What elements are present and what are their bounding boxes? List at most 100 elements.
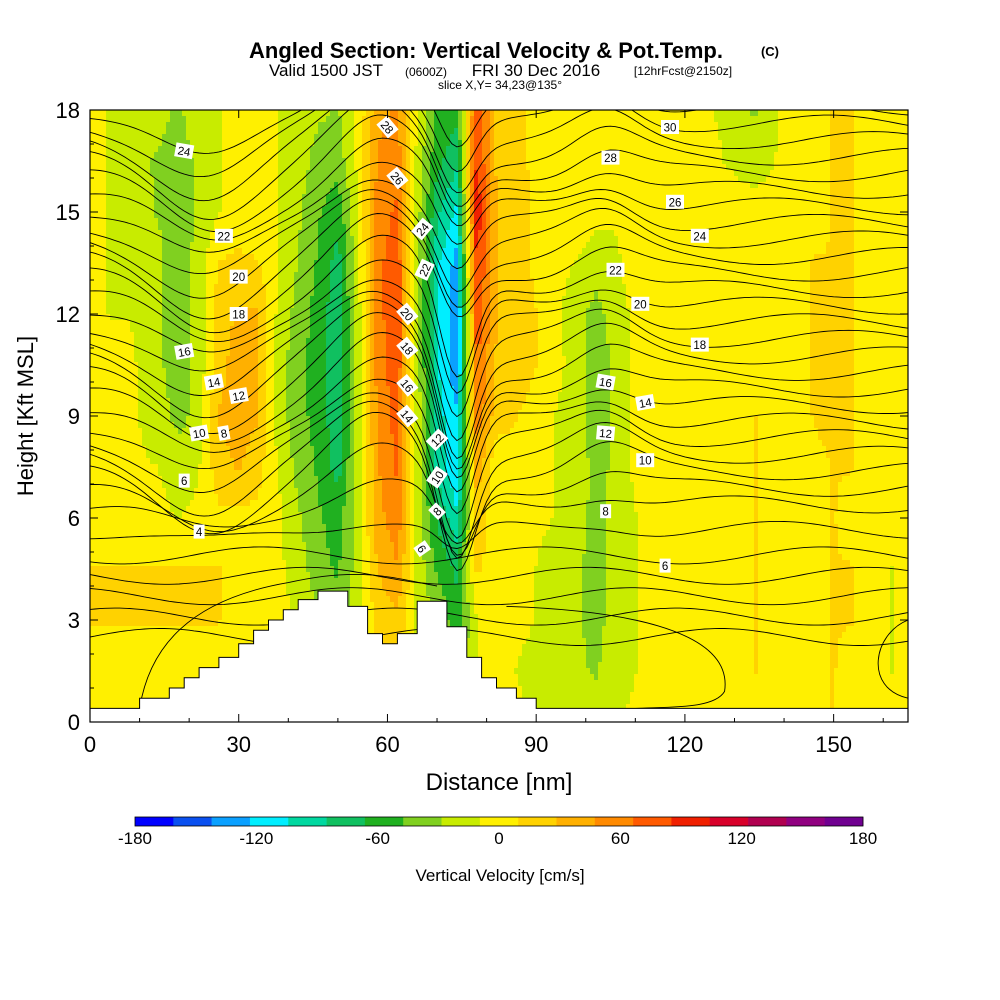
heatmap-cell	[162, 446, 167, 453]
heatmap-cell	[186, 206, 191, 213]
heatmap-cell	[270, 188, 275, 195]
heatmap-cell	[270, 290, 275, 297]
heatmap-cell	[162, 302, 167, 309]
heatmap-cell	[270, 578, 275, 585]
heatmap-cell	[142, 350, 147, 357]
heatmap-cell	[242, 638, 247, 645]
heatmap-cell	[90, 482, 95, 489]
heatmap-cell	[146, 134, 151, 141]
heatmap-cell	[278, 284, 283, 291]
heatmap-cell	[146, 326, 151, 333]
heatmap-cell	[218, 482, 223, 489]
heatmap-cell	[206, 596, 211, 603]
heatmap-cell	[134, 482, 139, 489]
heatmap-cell	[114, 368, 119, 375]
heatmap-cell	[174, 614, 179, 621]
heatmap-cell	[218, 404, 223, 411]
heatmap-cell	[158, 386, 163, 393]
heatmap-cell	[206, 278, 211, 285]
heatmap-cell	[210, 158, 215, 165]
heatmap-cell	[206, 242, 211, 249]
heatmap-cell	[266, 260, 271, 267]
heatmap-cell	[114, 458, 119, 465]
heatmap-cell	[198, 656, 203, 663]
heatmap-cell	[142, 548, 147, 555]
heatmap-cell	[246, 362, 251, 369]
heatmap-cell	[166, 686, 171, 693]
heatmap-cell	[118, 212, 123, 219]
heatmap-cell	[230, 200, 235, 207]
heatmap-cell	[98, 272, 103, 279]
heatmap-cell	[222, 560, 227, 567]
heatmap-cell	[122, 680, 127, 687]
heatmap-cell	[102, 182, 107, 189]
heatmap-cell	[122, 176, 127, 183]
heatmap-cell	[270, 422, 275, 429]
heatmap-cell	[170, 548, 175, 555]
heatmap-cell	[138, 230, 143, 237]
heatmap-cell	[238, 170, 243, 177]
heatmap-cell	[274, 260, 279, 267]
heatmap-cell	[154, 560, 159, 567]
heatmap-cell	[134, 212, 139, 219]
heatmap-cell	[130, 236, 135, 243]
heatmap-cell	[258, 464, 263, 471]
heatmap-cell	[158, 578, 163, 585]
heatmap-cell	[274, 398, 279, 405]
heatmap-cell	[250, 164, 255, 171]
heatmap-cell	[270, 176, 275, 183]
heatmap-cell	[94, 260, 99, 267]
heatmap-cell	[278, 242, 283, 249]
heatmap-cell	[238, 242, 243, 249]
heatmap-cell	[154, 572, 159, 579]
heatmap-cell	[158, 674, 163, 681]
heatmap-cell	[138, 212, 143, 219]
heatmap-cell	[118, 404, 123, 411]
heatmap-cell	[162, 284, 167, 291]
heatmap-cell	[222, 470, 227, 477]
heatmap-cell	[250, 326, 255, 333]
heatmap-cell	[198, 620, 203, 627]
heatmap-cell	[214, 176, 219, 183]
heatmap-cell	[230, 170, 235, 177]
heatmap-cell	[182, 566, 187, 573]
heatmap-cell	[198, 614, 203, 621]
heatmap-cell	[126, 362, 131, 369]
heatmap-cell	[226, 500, 231, 507]
heatmap-cell	[254, 380, 259, 387]
heatmap-cell	[102, 440, 107, 447]
heatmap-cell	[262, 200, 267, 207]
heatmap-cell	[134, 152, 139, 159]
heatmap-cell	[238, 356, 243, 363]
heatmap-cell	[270, 410, 275, 417]
heatmap-cell	[270, 152, 275, 159]
heatmap-cell	[218, 362, 223, 369]
heatmap-cell	[274, 542, 279, 549]
heatmap-cell	[186, 392, 191, 399]
heatmap-cell	[242, 164, 247, 171]
heatmap-cell	[198, 452, 203, 459]
heatmap-cell	[182, 284, 187, 291]
heatmap-cell	[126, 224, 131, 231]
heatmap-cell	[178, 548, 183, 555]
heatmap-cell	[90, 302, 95, 309]
heatmap-cell	[118, 242, 123, 249]
heatmap-cell	[250, 152, 255, 159]
heatmap-cell	[138, 134, 143, 141]
heatmap-cell	[122, 344, 127, 351]
heatmap-cell	[122, 314, 127, 321]
heatmap-cell	[162, 344, 167, 351]
heatmap-cell	[226, 446, 231, 453]
heatmap-cell	[114, 656, 119, 663]
heatmap-cell	[198, 650, 203, 657]
heatmap-cell	[94, 134, 99, 141]
heatmap-cell	[282, 488, 287, 495]
heatmap-cell	[246, 422, 251, 429]
heatmap-cell	[106, 476, 111, 483]
heatmap-cell	[238, 608, 243, 615]
heatmap-cell	[106, 344, 111, 351]
heatmap-cell	[190, 398, 195, 405]
heatmap-cell	[222, 476, 227, 483]
heatmap-cell	[190, 584, 195, 591]
heatmap-cell	[282, 206, 287, 213]
